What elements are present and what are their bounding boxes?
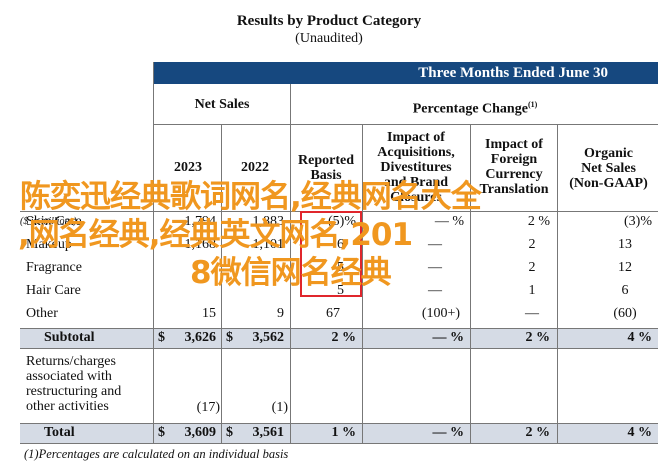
cell-fx: 2 %: [527, 214, 550, 229]
row-label: Other: [26, 306, 58, 321]
cell-2023: 1,168: [184, 237, 217, 252]
organic-header: Organic Net Sales (Non-GAAP): [569, 146, 648, 191]
subtotal-reported: 2 %: [331, 330, 357, 345]
cell-acq: —: [428, 237, 442, 252]
cell-acq: — %: [434, 214, 464, 229]
total-reported: 1 %: [331, 425, 357, 440]
row-label: Makeup: [26, 237, 72, 252]
cell-2022: 1,101: [252, 237, 285, 252]
watermark-line: 8微信网名经典: [190, 255, 392, 291]
cell-fx: —: [525, 306, 539, 321]
total-2022: 3,561: [252, 425, 285, 440]
watermark-line: ,网名经典,经典英文网名,201: [18, 217, 413, 253]
cell-organic: 12: [618, 260, 632, 275]
returns-label: Returns/charges associated with restructur…: [26, 354, 122, 414]
subtotal-2022: 3,562: [252, 330, 285, 345]
cell-acq: —: [428, 283, 442, 298]
impact-acquisitions-header: Impact of Acquisitions, Divestitures and Br…: [377, 130, 455, 205]
cell-2022: 1,883: [252, 214, 285, 229]
cell-fx: 2: [528, 260, 536, 275]
cell-2023: 15: [202, 306, 216, 321]
cell-reported: 6: [337, 237, 344, 252]
cell-fx: 1: [528, 283, 536, 298]
total-2023: 3,609: [184, 425, 217, 440]
cell-2023: 1,794: [184, 214, 217, 229]
cell-reported: (5)%: [328, 214, 356, 229]
subtotal-organic: 4 %: [627, 330, 653, 345]
total-currency-2022: $: [226, 425, 233, 440]
row-label: Hair Care: [26, 283, 81, 298]
report-title: Results by Product Category: [236, 13, 422, 29]
subtotal-currency-2022: $: [226, 330, 233, 345]
total-row: [20, 423, 658, 443]
footnote: (1)Percentages are calculated on an indi…: [24, 447, 289, 461]
cell-acq: (100+): [421, 306, 461, 321]
returns-2023: (17): [196, 400, 220, 415]
period-label: Three Months Ended June 30: [418, 65, 608, 81]
cell-reported: 5: [337, 283, 344, 298]
total-fx: 2 %: [525, 425, 551, 440]
total-label: Total: [44, 425, 75, 440]
watermark-line: 陈奕迅经典歌词网名,经典网名大全: [20, 179, 482, 215]
reported-basis-header: Reported Basis: [298, 153, 354, 183]
cell-reported: 67: [326, 306, 340, 321]
cell-organic: (60): [613, 306, 637, 321]
row-label: Skin Care: [26, 214, 82, 229]
cell-organic: 13: [618, 237, 632, 252]
report-subtitle: (Unaudited): [295, 31, 363, 46]
impact-fx-header: Impact of Foreign Currency Translation: [479, 137, 549, 197]
year-2023-header: 2023: [174, 160, 202, 175]
net-sales-header: Net Sales: [194, 97, 250, 112]
cell-organic: (3)%: [624, 214, 652, 229]
total-currency: $: [158, 425, 165, 440]
subtotal-fx: 2 %: [525, 330, 551, 345]
subtotal-acq: — %: [432, 330, 465, 345]
subtotal-row: [20, 328, 658, 348]
cell-reported: 5: [337, 260, 344, 275]
total-acq: — %: [432, 425, 465, 440]
cell-2022: 9: [277, 306, 284, 321]
units-note: ($ in millions): [20, 216, 77, 227]
subtotal-2023: 3,626: [184, 330, 217, 345]
highlight-box: [300, 211, 362, 297]
subtotal-currency: $: [158, 330, 165, 345]
returns-2022: (1): [271, 400, 288, 415]
year-2022-header: 2022: [241, 160, 269, 175]
cell-organic: 6: [621, 283, 629, 298]
percentage-change-header: Percentage Change(1): [412, 100, 538, 117]
period-band: Three Months Ended June 30: [153, 62, 658, 84]
cell-fx: 2: [528, 237, 536, 252]
subtotal-label: Subtotal: [44, 330, 95, 345]
cell-acq: —: [428, 260, 442, 275]
total-organic: 4 %: [627, 425, 653, 440]
row-label: Fragrance: [26, 260, 82, 275]
